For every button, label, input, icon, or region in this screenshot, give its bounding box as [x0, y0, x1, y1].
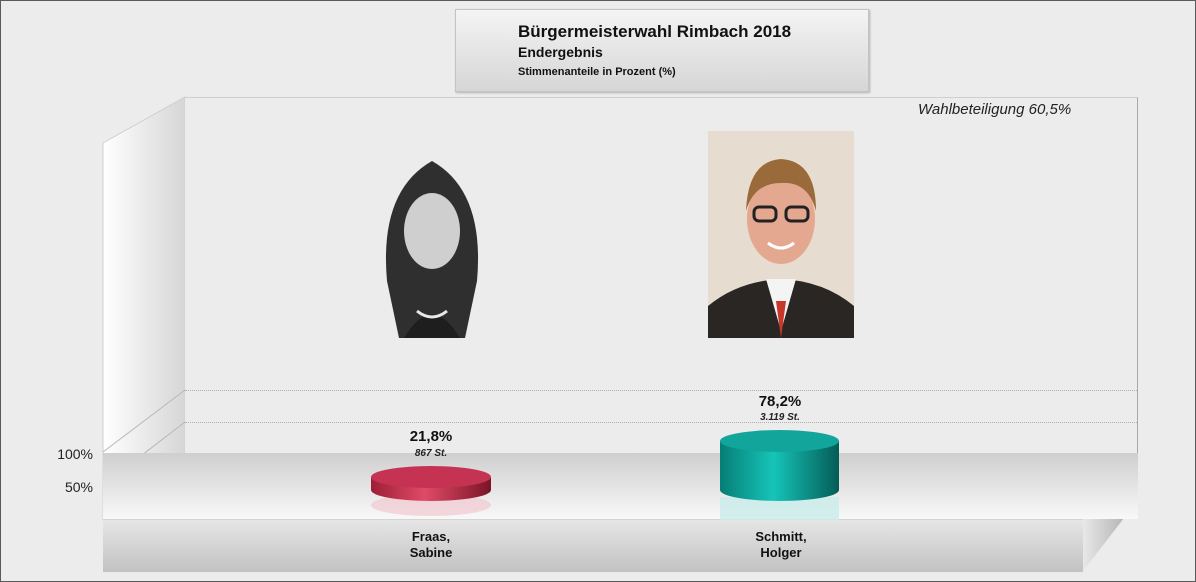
- candidate-photo-fraas: [359, 131, 505, 338]
- votes-label-fraas: 867 St.: [414, 448, 448, 459]
- y-tick-100: 100%: [57, 446, 93, 462]
- portrait-placeholder-icon: [708, 131, 854, 338]
- value-label-schmitt: 78,2%: [758, 393, 802, 410]
- bar-fraas: [371, 466, 491, 501]
- chart-subtitle-units: Stimmenanteile in Prozent (%): [518, 66, 676, 78]
- candidate-firstname: Holger: [760, 545, 802, 560]
- chart-title-box: Bürgermeisterwahl Rimbach 2018 Endergebn…: [455, 9, 869, 92]
- votes-label-schmitt: 3.119 St.: [760, 412, 800, 423]
- category-label-fraas: Fraas, Sabine: [361, 529, 501, 561]
- category-label-schmitt: Schmitt, Holger: [711, 529, 851, 561]
- candidate-lastname: Schmitt,: [755, 529, 807, 544]
- chart-subtitle: Endergebnis: [518, 44, 603, 60]
- candidate-photo-schmitt: [708, 131, 854, 338]
- candidate-firstname: Sabine: [409, 545, 453, 560]
- turnout-annotation: Wahlbeteiligung 60,5%: [918, 101, 1072, 118]
- y-tick-50: 50%: [64, 479, 93, 495]
- gridline-50: [185, 422, 1137, 423]
- candidate-lastname: Fraas,: [411, 529, 451, 544]
- gridline-100: [185, 390, 1137, 391]
- chart-title: Bürgermeisterwahl Rimbach 2018: [518, 22, 792, 41]
- chart-back-wall: [185, 97, 1138, 455]
- chart-floor: [103, 453, 1138, 519]
- category-axis-band: [103, 519, 1083, 572]
- bar-schmitt: [720, 430, 839, 501]
- value-label-fraas: 21,8%: [409, 428, 453, 445]
- portrait-placeholder-icon: [359, 131, 505, 338]
